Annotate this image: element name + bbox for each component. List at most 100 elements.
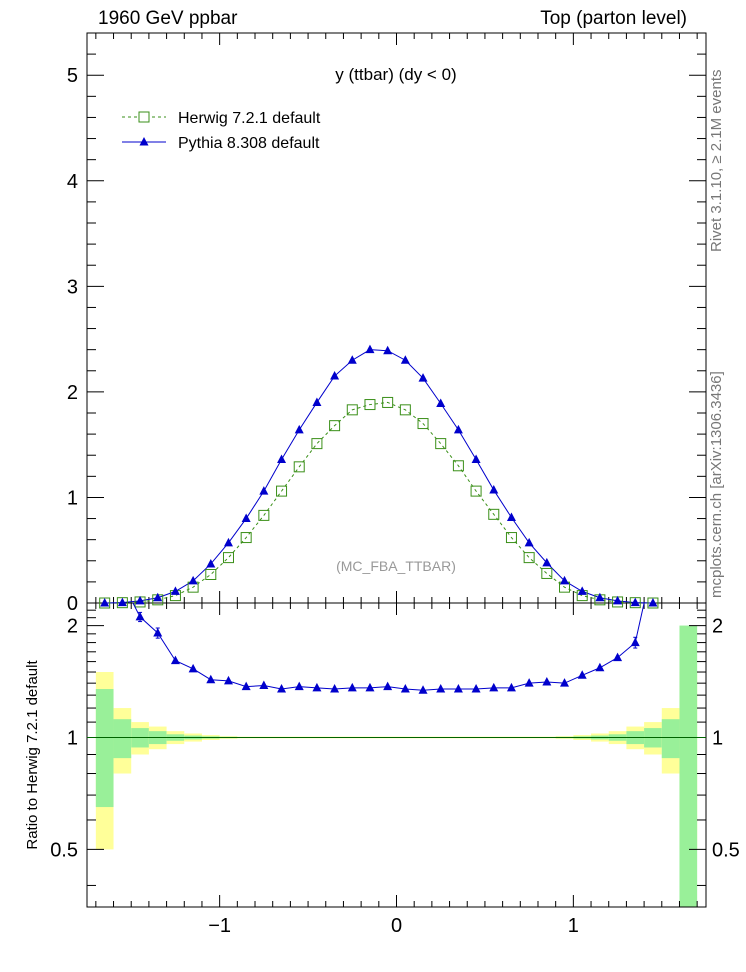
ratio-pythia-point xyxy=(524,678,534,687)
ratio-pythia-point xyxy=(153,628,163,637)
herwig-point xyxy=(222,552,234,564)
ratio-pythia-point xyxy=(347,682,357,692)
ratio-pythia-point xyxy=(542,677,552,686)
pythia-point xyxy=(383,345,393,355)
ratio-pythia-point xyxy=(453,684,463,693)
pythia-point xyxy=(135,595,145,605)
pythia-point xyxy=(170,586,180,595)
ratio-pythia-point xyxy=(630,637,640,647)
pythia-point xyxy=(506,512,516,521)
herwig-point xyxy=(488,508,500,520)
ratio-y-tick-label-right: 1 xyxy=(712,727,723,749)
ratio-pythia-point xyxy=(577,670,587,679)
pythia-point xyxy=(436,398,446,407)
pythia-point xyxy=(577,586,587,595)
herwig-point xyxy=(435,438,447,450)
herwig-point xyxy=(329,420,341,432)
main-y-tick-label: 2 xyxy=(67,382,78,404)
x-tick-label: −1 xyxy=(208,915,231,937)
ratio-pythia-point xyxy=(294,681,304,691)
ratio-pythia-point xyxy=(471,684,481,693)
pythia-point xyxy=(330,371,340,380)
pythia-point xyxy=(453,424,463,434)
herwig-point xyxy=(505,532,517,544)
herwig-point xyxy=(205,569,217,580)
legend-pythia-marker xyxy=(139,137,149,146)
main-plot-title: y (ttbar) (dy < 0) xyxy=(335,65,456,84)
ratio-pythia-point xyxy=(383,681,393,691)
pythia-point xyxy=(100,598,110,607)
ratio-pythia-point xyxy=(223,675,233,685)
herwig-point xyxy=(417,418,429,430)
ratio-pythia-point xyxy=(436,684,446,693)
x-tick-label: 0 xyxy=(391,915,402,937)
main-y-tick-label: 3 xyxy=(67,276,78,298)
band-inner-bin xyxy=(679,625,698,907)
ratio-pythia-point xyxy=(330,684,340,693)
ratio-y-tick-label: 1 xyxy=(67,727,78,749)
pythia-point xyxy=(630,597,640,607)
pythia-point xyxy=(312,397,322,406)
band-inner-bin xyxy=(95,689,114,808)
pythia-point xyxy=(277,454,287,463)
pythia-point xyxy=(117,597,127,607)
ratio-pythia-point xyxy=(613,652,623,662)
main-y-tick-label: 0 xyxy=(67,593,78,615)
ratio-y-tick-label: 2 xyxy=(67,616,78,638)
ratio-pythia-point xyxy=(595,662,605,672)
herwig-point xyxy=(293,461,305,473)
pythia-line xyxy=(104,349,653,604)
pythia-point xyxy=(542,557,552,567)
ratio-pythia-point xyxy=(365,682,375,692)
band-inner-bin xyxy=(661,719,680,759)
main-y-tick-label: 4 xyxy=(67,171,78,193)
pythia-point xyxy=(365,344,375,354)
ratio-pythia-point xyxy=(135,611,145,621)
main-y-tick-label: 5 xyxy=(67,65,78,87)
left-title: 1960 GeV ppbar xyxy=(98,8,238,29)
pythia-point xyxy=(524,537,534,547)
ratio-pythia-point xyxy=(418,685,428,694)
ratio-pythia-point xyxy=(400,684,410,693)
legend-pythia-label: Pythia 8.308 default xyxy=(178,135,320,152)
legend-herwig-label: Herwig 7.2.1 default xyxy=(178,110,321,127)
ratio-y-tick-label: 0.5 xyxy=(50,839,78,861)
pythia-point xyxy=(648,598,658,607)
pythia-point xyxy=(489,485,499,494)
pythia-point xyxy=(259,486,269,495)
pythia-point xyxy=(241,513,251,523)
legend-herwig-marker xyxy=(138,111,150,123)
herwig-point xyxy=(523,552,535,564)
herwig-point xyxy=(240,532,252,544)
pythia-point xyxy=(595,592,605,602)
pythia-point xyxy=(613,595,623,605)
herwig-point xyxy=(382,396,394,408)
ratio-uncertainty-bands xyxy=(95,625,698,907)
herwig-point xyxy=(346,404,358,416)
herwig-point xyxy=(470,485,482,497)
pythia-point xyxy=(188,575,198,585)
ratio-pythia-point xyxy=(560,678,570,687)
x-tick-label: 1 xyxy=(568,915,579,937)
band-inner-bin xyxy=(113,719,132,759)
pythia-point xyxy=(560,575,570,585)
ratio-pythia-point xyxy=(259,680,269,689)
herwig-point xyxy=(399,404,411,416)
ratio-y-tick-label-right: 0.5 xyxy=(712,839,740,861)
ratio-pythia-point xyxy=(312,682,322,692)
main-y-tick-label: 1 xyxy=(67,487,78,509)
pythia-point xyxy=(418,373,428,382)
ratio-pythia-point xyxy=(206,674,216,684)
herwig-point xyxy=(452,460,464,472)
ratio-pythia-point xyxy=(277,684,287,693)
watermark-label: (MC_FBA_TTBAR) xyxy=(336,558,456,574)
pythia-point xyxy=(223,537,233,547)
herwig-point xyxy=(364,399,376,411)
pythia-point xyxy=(471,454,481,463)
right-title: Top (parton level) xyxy=(540,8,687,29)
pythia-point xyxy=(347,355,357,364)
herwig-point xyxy=(311,438,323,450)
ratio-y-tick-label-right: 2 xyxy=(712,616,723,638)
pythia-point xyxy=(153,592,163,602)
